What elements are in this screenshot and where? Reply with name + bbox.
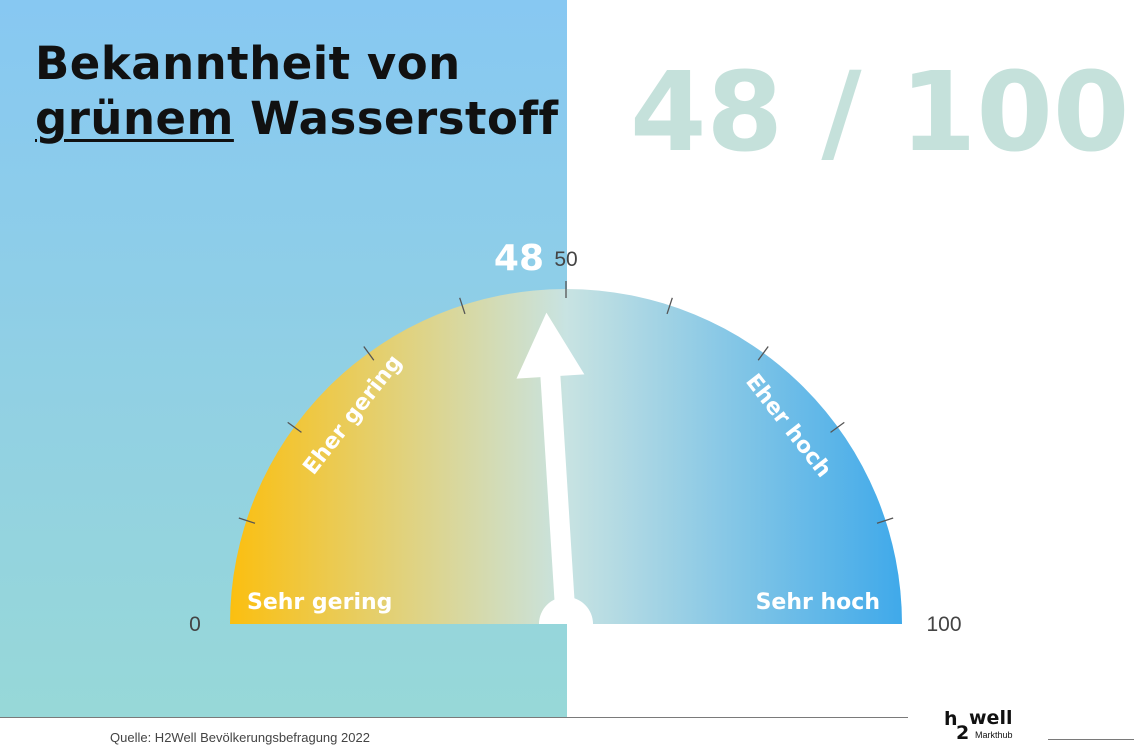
gauge-tick <box>666 297 673 315</box>
logo-sub: Markthub <box>975 730 1013 740</box>
gauge-ticks <box>238 281 894 524</box>
axis-max-label: 100 <box>926 613 961 636</box>
h2well-logo: h 2 well Markthub <box>944 707 1024 748</box>
gauge-tick <box>459 297 466 315</box>
page-title: Bekanntheit von grünem Wasserstoff <box>35 36 559 146</box>
gauge-tick <box>757 346 769 361</box>
zone-label-sehr-gering: Sehr gering <box>247 590 392 615</box>
title-highlight: grünem <box>35 92 234 145</box>
gauge-needle <box>516 312 593 624</box>
gauge-tick <box>287 421 302 433</box>
logo-two: 2 <box>956 722 970 744</box>
axis-min-label: 0 <box>189 613 201 636</box>
logo-h: h <box>944 708 958 730</box>
zone-label-sehr-hoch: Sehr hoch <box>756 590 880 615</box>
gauge-tick <box>830 421 845 433</box>
axis-mid-label: 50 <box>554 248 577 271</box>
gauge-tick <box>876 517 894 524</box>
footer-divider-right <box>1048 739 1134 740</box>
gauge-tick <box>363 346 375 361</box>
gauge-value-label: 48 <box>494 238 544 279</box>
title-rest: Wasserstoff <box>250 92 559 145</box>
title-line-2: grünem Wasserstoff <box>35 91 559 146</box>
big-score-display: 48 / 100 <box>630 48 1130 176</box>
gauge-tick <box>238 517 256 524</box>
footer-divider <box>0 717 908 718</box>
logo-well: well <box>969 707 1013 729</box>
needle-arrow <box>516 312 585 617</box>
source-note: Quelle: H2Well Bevölkerungsbefragung 202… <box>110 730 370 745</box>
title-line-1: Bekanntheit von <box>35 37 461 90</box>
gauge-arc <box>230 289 902 624</box>
